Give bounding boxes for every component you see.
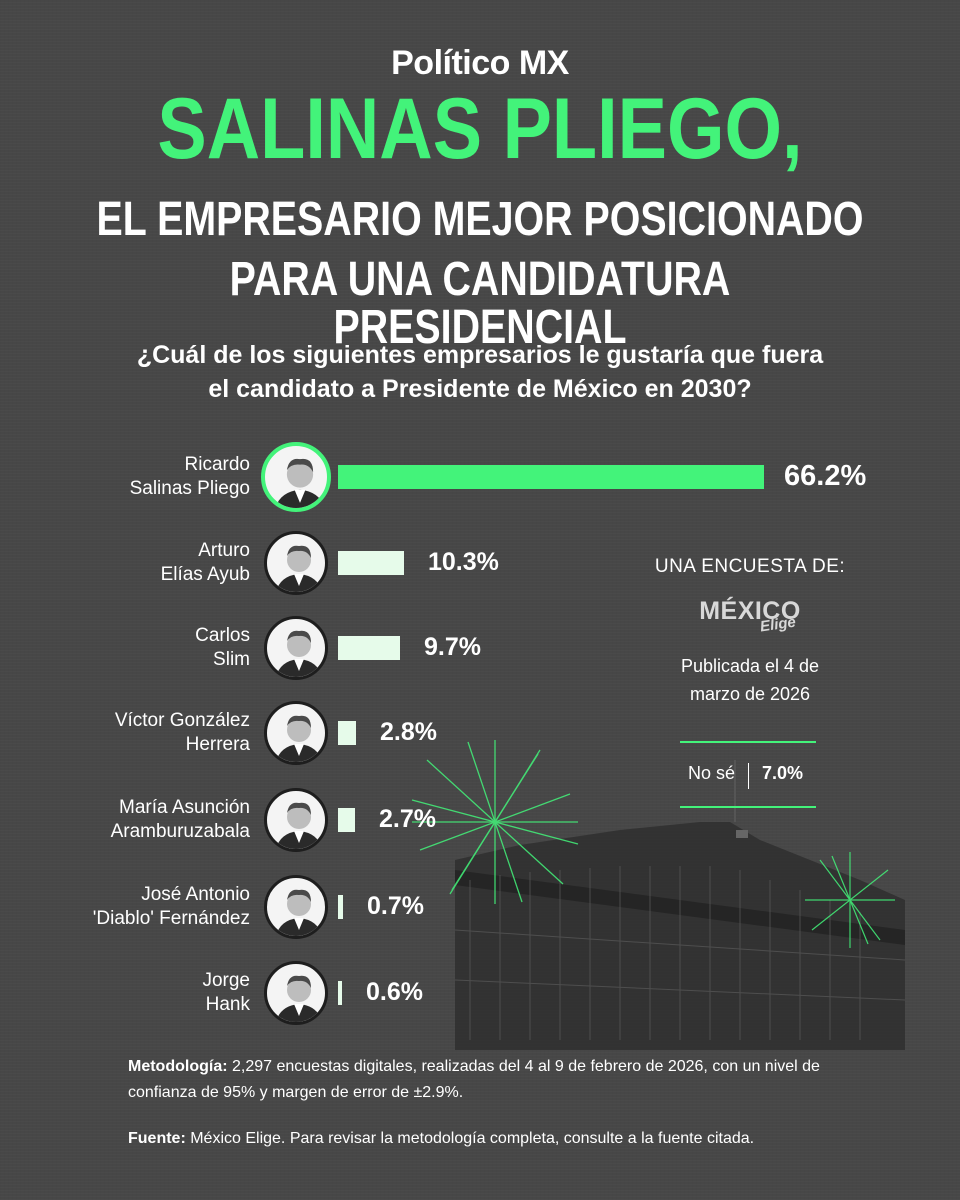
headline: SALINAS PLIEGO, (157, 81, 803, 177)
methodology-note: Metodología: 2,297 encuestas digitales, … (128, 1054, 848, 1106)
bar-label-line: Carlos (195, 625, 250, 646)
bar (338, 465, 764, 489)
bar-label-line: Slim (213, 649, 250, 670)
bar (338, 981, 342, 1005)
question-line2: el candidato a Presidente de México en 2… (208, 375, 752, 403)
source-text: México Elige. Para revisar la metodologí… (185, 1130, 755, 1147)
bar-label-line: Elías Ayub (160, 564, 250, 585)
brand-logo: Político MX (391, 44, 569, 82)
survey-question: ¿Cuál de los siguientes empresarios le g… (0, 338, 960, 406)
divider-bottom (680, 806, 816, 808)
bar-label: Víctor González Herrera (30, 709, 250, 757)
bar (338, 721, 356, 745)
bar-label-line: María Asunción (119, 797, 250, 818)
bar-label-line: Herrera (185, 734, 250, 755)
mexico-elige-logo: MÉXICO (699, 597, 801, 625)
bar-value-label: 0.7% (367, 892, 424, 920)
bar-label-line: Salinas Pliego (129, 478, 250, 499)
avatar-photo (264, 531, 328, 595)
divider-top (680, 741, 816, 743)
bar-label-line: Hank (205, 994, 250, 1015)
bar-label: Ricardo Salinas Pliego (30, 453, 250, 501)
bar-value-label: 66.2% (784, 460, 867, 492)
bar-label-line: José Antonio (141, 884, 250, 905)
bar-value-label: 9.7% (424, 633, 481, 661)
source-note: Fuente: México Elige. Para revisar la me… (128, 1126, 848, 1152)
palace-silhouette (454, 760, 906, 1050)
methodology-text: 2,297 encuestas digitales, realizadas de… (128, 1058, 820, 1101)
no-se-separator (748, 763, 749, 789)
bar-label-line: Jorge (202, 970, 250, 991)
bar-label: Arturo Elías Ayub (30, 539, 250, 587)
bar-label-line: 'Diablo' Fernández (92, 908, 250, 929)
avatar-photo (264, 701, 328, 765)
bar-label: José Antonio 'Diablo' Fernández (30, 883, 250, 931)
avatar-photo (261, 442, 331, 512)
starburst-small (805, 852, 895, 948)
bar (338, 895, 343, 919)
starburst-large (411, 740, 579, 904)
bar-label-line: Arturo (198, 540, 250, 561)
bar-label: María Asunción Aramburuzabala (30, 796, 250, 844)
subtitle-line2: PARA UNA CANDIDATURA PRESIDENCIAL (229, 253, 731, 354)
bar-label-line: Aramburuzabala (110, 821, 250, 842)
bar (338, 636, 400, 660)
bar (338, 808, 355, 832)
published-line1: Publicada el 4 de (680, 656, 820, 676)
published-date: Publicada el 4 de marzo de 2026 (670, 652, 830, 708)
bar-label: Jorge Hank (30, 969, 250, 1017)
question-line1: ¿Cuál de los siguientes empresarios le g… (136, 341, 824, 369)
avatar-photo (264, 961, 328, 1025)
bar-label-line: Ricardo (184, 454, 250, 475)
no-se-label: No sé (688, 763, 736, 783)
bar-value-label: 10.3% (428, 548, 499, 576)
bar-value-label: 2.8% (380, 718, 437, 746)
survey-by-label: UNA ENCUESTA DE: (654, 556, 846, 577)
avatar-photo (264, 788, 328, 852)
bar-label: Carlos Slim (30, 624, 250, 672)
methodology-label: Metodología: (128, 1058, 228, 1075)
source-label: Fuente: (128, 1130, 186, 1147)
subtitle-line1: EL EMPRESARIO MEJOR POSICIONADO (96, 193, 864, 246)
no-se-value: 7.0% (762, 763, 804, 783)
bar-value-label: 0.6% (366, 978, 423, 1006)
published-line2: marzo de 2026 (689, 684, 811, 704)
bar-value-label: 2.7% (379, 805, 436, 833)
bar (338, 551, 404, 575)
avatar-photo (264, 875, 328, 939)
avatar-photo (264, 616, 328, 680)
bar-label-line: Víctor González (114, 710, 250, 731)
